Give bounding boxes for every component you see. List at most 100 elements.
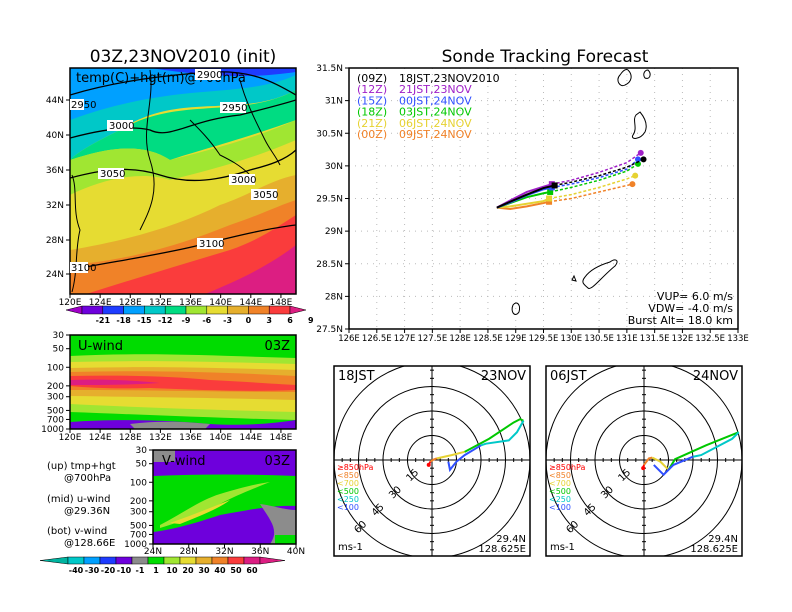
colorbar-arrow-right xyxy=(289,305,307,315)
x-tick-label: 128E xyxy=(119,433,142,443)
svg-text:2900: 2900 xyxy=(197,70,222,81)
x-tick-label: 148E xyxy=(269,298,292,308)
legend-label: 03JST,24NOV xyxy=(399,106,472,119)
contour-label: 3050 xyxy=(98,168,125,180)
x-tick-label: 148E xyxy=(269,433,292,443)
v-wind-title: V-wind xyxy=(162,454,206,469)
landing-marker xyxy=(634,156,641,163)
contour-label: 3000 xyxy=(229,174,256,186)
track-x-ticks: 126E 126.5E 127E 127.5E 128E 128.5E 129E 129.5E… xyxy=(338,329,749,344)
colorbar-label: -9 xyxy=(182,316,191,325)
y-tick-label: 500 xyxy=(47,406,64,416)
legend-level: <250 xyxy=(337,495,359,504)
v-wind-time: 03Z xyxy=(265,454,291,469)
x-tick-label: 131.5E xyxy=(640,334,670,344)
landing-marker xyxy=(632,172,639,179)
v-wind-x-ticks: 24N 28N 32N 36N 40N xyxy=(144,544,305,557)
y-tick-label: 1000 xyxy=(41,425,64,435)
map-title: 03Z,23NOV2010 (init) xyxy=(90,47,277,67)
lat-label: 29.4N xyxy=(496,534,526,545)
x-tick-label: 126E xyxy=(338,334,360,344)
x-tick-label: 144E xyxy=(239,298,262,308)
colorbar-cell xyxy=(211,556,229,565)
colorbar-label: 9 xyxy=(308,316,314,325)
legend-level: <500 xyxy=(549,487,571,496)
hodograph-segment xyxy=(643,456,653,466)
y-tick-label: 500 xyxy=(130,521,147,531)
note-mid-sub: @29.36N xyxy=(64,506,110,517)
colorbar-label: 40 xyxy=(214,566,226,575)
x-tick-label: 132E xyxy=(149,298,172,308)
colorbar-label: -15 xyxy=(137,316,152,325)
u-wind-title: U-wind xyxy=(78,339,123,354)
y-tick-label: 44N xyxy=(46,96,64,106)
landing-marker xyxy=(629,181,636,188)
colorbar-cell xyxy=(131,556,149,565)
colorbar-label: -1 xyxy=(136,566,145,575)
x-tick-label: 144E xyxy=(239,433,262,443)
coastlines xyxy=(511,69,651,315)
x-tick-label: 127E xyxy=(394,334,416,344)
colorbar-label: -12 xyxy=(158,316,172,325)
legend-level: <850 xyxy=(337,471,359,480)
y-tick-label: 29.5N xyxy=(316,195,343,205)
colorbar-cell xyxy=(164,305,187,315)
hodograph-segment xyxy=(447,444,482,473)
colorbar-arrow-right xyxy=(259,556,286,565)
contour-label: 3050 xyxy=(251,189,278,201)
legend-level: <700 xyxy=(337,479,359,488)
colorbar-label: 1 xyxy=(153,566,159,575)
y-tick-label: 36N xyxy=(46,166,64,176)
sonde-track-panel: Sonde Tracking Forecast (09Z) 18JST,23NOV… xyxy=(316,47,749,344)
colorbar-label: 60 xyxy=(246,566,258,575)
x-tick-label: 28N xyxy=(180,547,198,557)
track-line-ascent xyxy=(496,197,550,209)
y-tick-label: 700 xyxy=(47,415,64,425)
v-wind-colorbar: -40 -30 -20 -10 -1 1 10 20 30 40 50 60 xyxy=(39,556,286,575)
date-label: 24NOV xyxy=(693,369,738,384)
colorbar-arrow-left xyxy=(39,556,69,565)
colorbar-cell xyxy=(147,556,165,565)
colorbar-label: 50 xyxy=(230,566,242,575)
date-label: 23NOV xyxy=(481,369,526,384)
y-tick-label: 28N xyxy=(325,292,343,302)
legend-code: (12Z) xyxy=(357,83,387,96)
track-series xyxy=(496,149,647,210)
landing-marker xyxy=(637,149,644,156)
colorbar-label: -6 xyxy=(202,316,211,325)
track-line-descent xyxy=(548,183,633,203)
colorbar-label: -20 xyxy=(101,566,116,575)
svg-text:3000: 3000 xyxy=(109,121,134,132)
x-tick-label: 124E xyxy=(89,433,112,443)
y-tick-label: 40N xyxy=(46,131,64,141)
colorbar-cell xyxy=(227,305,249,315)
svg-text:3000: 3000 xyxy=(231,175,256,186)
map-x-ticks: 120E 124E 128E 132E 136E 140E 144E 148E xyxy=(59,294,293,308)
x-tick-label: 140E xyxy=(209,433,232,443)
x-tick-label: 132E xyxy=(149,433,172,443)
hodograph-1: 15304560≥850hPa<850<700<500<250<10018JST… xyxy=(333,365,531,557)
contour-label: 3100 xyxy=(70,262,96,274)
hodograph-segment xyxy=(464,418,524,453)
panel-notes: (up) tmp+hgt @700hPa (mid) u-wind @29.36… xyxy=(47,461,116,549)
legend-label: 06JST,24NOV xyxy=(399,117,472,130)
x-tick-label: 128E xyxy=(449,334,471,344)
legend-level: ≥850hPa xyxy=(337,463,374,472)
x-tick-label: 129E xyxy=(505,334,527,344)
map-y-ticks: 24N 28N 32N 36N 40N 44N xyxy=(46,96,70,280)
x-tick-label: 120E xyxy=(59,298,82,308)
colorbar-cell xyxy=(99,556,117,565)
track-title: Sonde Tracking Forecast xyxy=(442,47,649,67)
note-bot-sub: @128.66E xyxy=(64,538,115,549)
plot-frame xyxy=(333,365,531,557)
y-tick-label: 100 xyxy=(130,478,147,488)
colorbar-label: 3 xyxy=(266,316,272,325)
y-tick-label: 27.5N xyxy=(316,325,343,335)
colorbar-cell xyxy=(195,556,213,565)
legend-code: (09Z) xyxy=(357,72,387,85)
y-tick-label: 300 xyxy=(130,508,147,518)
